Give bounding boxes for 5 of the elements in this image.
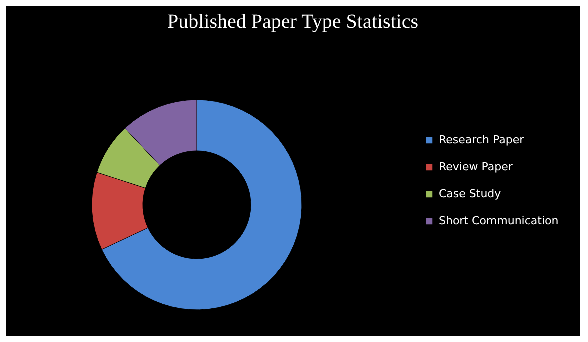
legend-label: Review Paper bbox=[439, 160, 514, 174]
legend-label: Case Study bbox=[439, 188, 502, 200]
chart-title: Published Paper Type Statistics bbox=[168, 11, 419, 33]
legend-label: Short Communication bbox=[439, 214, 559, 228]
legend-label: Research Paper bbox=[439, 134, 525, 146]
